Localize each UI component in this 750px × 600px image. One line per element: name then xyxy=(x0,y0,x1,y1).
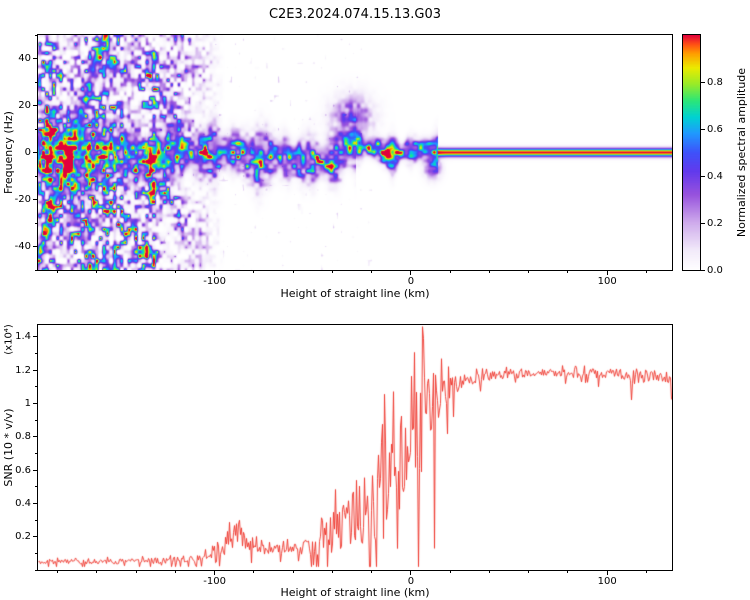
snr-frame xyxy=(37,324,673,571)
y-minor-tick xyxy=(35,81,37,83)
spectrogram-xlabel: Height of straight line (km) xyxy=(280,287,430,300)
x-minor-tick xyxy=(371,271,373,273)
x-tick-label: 100 xyxy=(597,276,617,287)
x-minor-tick xyxy=(253,271,255,273)
x-minor-tick xyxy=(174,271,176,273)
y-minor-tick xyxy=(35,569,37,571)
y-tick xyxy=(33,402,37,404)
x-tick xyxy=(606,271,608,275)
spectrogram-frame xyxy=(37,34,673,271)
x-minor-tick xyxy=(292,271,294,273)
x-tick xyxy=(606,571,608,575)
y-minor-tick xyxy=(35,519,37,521)
x-minor-tick xyxy=(449,271,451,273)
colorbar-canvas xyxy=(683,35,700,270)
y-tick xyxy=(33,369,37,371)
y-tick-label: 0.6 xyxy=(15,464,31,476)
x-minor-tick xyxy=(528,271,530,273)
y-tick-label: 0.2 xyxy=(15,531,31,543)
y-minor-tick xyxy=(35,128,37,130)
y-tick-label: 1 xyxy=(24,397,31,409)
y-tick-label: 0 xyxy=(24,147,31,158)
colorbar-tick-label: 0.6 xyxy=(707,123,723,135)
colorbar-tick-label: 0.8 xyxy=(707,76,723,88)
colorbar-tick xyxy=(701,81,705,83)
y-tick-label: 20 xyxy=(18,100,31,111)
x-tick xyxy=(410,571,412,575)
y-tick-label: 40 xyxy=(18,53,31,64)
x-tick xyxy=(410,271,412,275)
x-tick xyxy=(214,571,216,575)
y-minor-tick xyxy=(35,552,37,554)
y-minor-tick xyxy=(35,452,37,454)
x-minor-tick xyxy=(331,571,333,573)
y-minor-tick xyxy=(35,486,37,488)
x-minor-tick xyxy=(645,571,647,573)
snr-canvas xyxy=(38,325,672,570)
x-minor-tick xyxy=(292,571,294,573)
x-tick-label: 0 xyxy=(407,576,415,587)
x-minor-tick xyxy=(57,571,59,573)
x-minor-tick xyxy=(567,571,569,573)
x-minor-tick xyxy=(253,571,255,573)
y-minor-tick xyxy=(35,175,37,177)
colorbar-tick xyxy=(701,175,705,177)
x-minor-tick xyxy=(331,271,333,273)
y-tick xyxy=(33,336,37,338)
x-minor-tick xyxy=(57,271,59,273)
x-minor-tick xyxy=(96,571,98,573)
colorbar-tick xyxy=(701,269,705,271)
x-minor-tick xyxy=(645,271,647,273)
colorbar-tick-label: 0.4 xyxy=(707,170,723,182)
x-minor-tick xyxy=(135,271,137,273)
y-tick-label: 0.4 xyxy=(15,497,31,509)
snr-xlabel: Height of straight line (km) xyxy=(280,586,430,599)
figure-title: C2E3.2024.074.15.13.G03 xyxy=(268,7,442,22)
y-tick-label: 0.8 xyxy=(15,431,31,443)
y-tick-label: -40 xyxy=(14,241,31,252)
y-minor-tick xyxy=(35,386,37,388)
x-minor-tick xyxy=(488,271,490,273)
y-minor-tick xyxy=(35,269,37,271)
colorbar-frame xyxy=(682,34,701,271)
y-tick xyxy=(33,152,37,153)
x-minor-tick xyxy=(96,271,98,273)
x-tick-label: -100 xyxy=(203,576,226,587)
y-tick xyxy=(33,436,37,438)
y-tick xyxy=(33,536,37,538)
y-tick-label: 1.4 xyxy=(15,331,31,343)
colorbar-tick xyxy=(701,128,705,130)
y-tick-label: -20 xyxy=(14,194,31,205)
x-tick-label: 0 xyxy=(407,276,415,287)
colorbar-tick xyxy=(701,222,705,224)
x-minor-tick xyxy=(371,571,373,573)
y-tick xyxy=(33,469,37,471)
x-minor-tick xyxy=(488,571,490,573)
y-tick xyxy=(33,246,37,247)
y-tick-label: 1.2 xyxy=(15,364,31,376)
x-minor-tick xyxy=(567,271,569,273)
colorbar-tick-label: 0.2 xyxy=(707,217,723,229)
x-minor-tick xyxy=(449,571,451,573)
x-minor-tick xyxy=(174,571,176,573)
y-minor-tick xyxy=(35,352,37,354)
x-tick-label: 100 xyxy=(597,576,617,587)
x-tick-label: -100 xyxy=(203,276,226,287)
colorbar-label: Normalized spectral amplitude xyxy=(735,67,748,238)
y-minor-tick xyxy=(35,222,37,224)
y-minor-tick xyxy=(35,34,37,36)
y-minor-tick xyxy=(35,419,37,421)
x-minor-tick xyxy=(135,571,137,573)
y-tick xyxy=(33,105,37,106)
colorbar-tick-label: 0.0 xyxy=(707,264,723,276)
y-tick xyxy=(33,502,37,504)
y-tick xyxy=(33,199,37,200)
x-minor-tick xyxy=(528,571,530,573)
y-tick xyxy=(33,58,37,59)
spectrogram-canvas xyxy=(38,35,672,270)
x-tick xyxy=(214,271,216,275)
